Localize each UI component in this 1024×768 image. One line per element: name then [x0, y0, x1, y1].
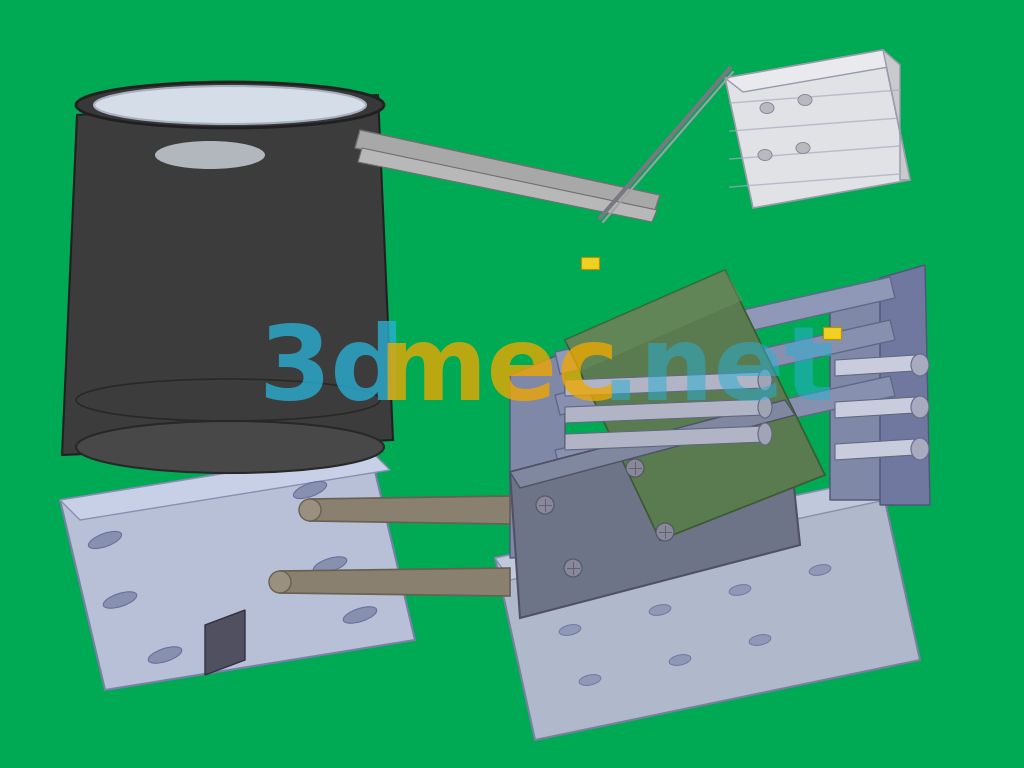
Polygon shape: [60, 450, 390, 520]
Ellipse shape: [798, 94, 812, 105]
Circle shape: [626, 459, 644, 477]
Ellipse shape: [559, 624, 581, 635]
Polygon shape: [358, 148, 657, 222]
Ellipse shape: [760, 102, 774, 114]
Polygon shape: [555, 277, 895, 374]
Ellipse shape: [94, 86, 366, 124]
Ellipse shape: [911, 354, 929, 376]
Ellipse shape: [758, 423, 772, 445]
Polygon shape: [835, 355, 915, 376]
Ellipse shape: [299, 499, 321, 521]
Polygon shape: [495, 478, 920, 740]
Polygon shape: [555, 320, 895, 415]
Ellipse shape: [809, 564, 830, 575]
Polygon shape: [565, 270, 825, 540]
Ellipse shape: [758, 396, 772, 418]
Ellipse shape: [758, 369, 772, 391]
Polygon shape: [725, 50, 910, 208]
Ellipse shape: [343, 607, 377, 623]
Bar: [823, 327, 841, 339]
Polygon shape: [62, 95, 393, 455]
Ellipse shape: [313, 557, 347, 573]
Polygon shape: [880, 265, 930, 505]
Text: mec: mec: [378, 321, 618, 422]
Ellipse shape: [76, 82, 384, 128]
Circle shape: [656, 523, 674, 541]
Polygon shape: [60, 450, 415, 690]
Polygon shape: [555, 376, 895, 470]
Polygon shape: [565, 270, 743, 370]
Polygon shape: [510, 400, 795, 488]
Ellipse shape: [911, 438, 929, 460]
Ellipse shape: [758, 150, 772, 161]
Ellipse shape: [88, 531, 122, 548]
Text: 3d: 3d: [258, 321, 404, 422]
Circle shape: [536, 496, 554, 514]
Polygon shape: [883, 50, 910, 180]
Polygon shape: [510, 400, 800, 618]
Ellipse shape: [76, 421, 384, 473]
Polygon shape: [565, 372, 765, 396]
Polygon shape: [510, 352, 565, 558]
Ellipse shape: [750, 634, 771, 645]
Ellipse shape: [649, 604, 671, 615]
Text: .net: .net: [600, 321, 834, 422]
Ellipse shape: [155, 141, 265, 169]
Polygon shape: [310, 496, 510, 524]
Polygon shape: [355, 130, 660, 210]
Polygon shape: [565, 426, 765, 450]
Polygon shape: [830, 278, 885, 500]
Bar: [581, 257, 599, 269]
Ellipse shape: [911, 396, 929, 418]
Circle shape: [564, 559, 582, 577]
Polygon shape: [280, 568, 510, 596]
Ellipse shape: [103, 592, 137, 608]
Polygon shape: [835, 439, 915, 460]
Ellipse shape: [294, 482, 327, 498]
Ellipse shape: [269, 571, 291, 593]
Polygon shape: [495, 478, 895, 580]
Ellipse shape: [796, 143, 810, 154]
Polygon shape: [565, 399, 765, 423]
Ellipse shape: [670, 654, 691, 665]
Ellipse shape: [580, 674, 601, 685]
Ellipse shape: [148, 647, 182, 664]
Polygon shape: [205, 610, 245, 675]
Ellipse shape: [729, 584, 751, 595]
Polygon shape: [835, 397, 915, 418]
Polygon shape: [725, 50, 900, 92]
